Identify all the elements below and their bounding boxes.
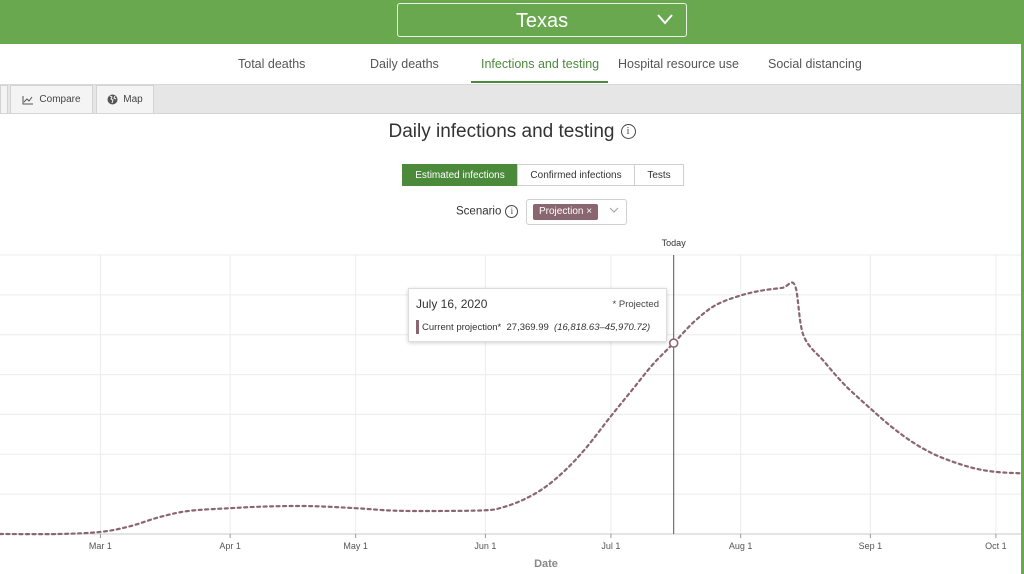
view-toolbar: Compare Map: [0, 85, 1021, 114]
map-label: Map: [123, 94, 143, 105]
tooltip-range: (16,818.63–45,970.72): [554, 322, 651, 333]
scenario-label-row: Scenario i: [456, 205, 519, 218]
globe-icon: [107, 94, 118, 105]
top-bar: Texas: [0, 0, 1024, 44]
scenario-chip[interactable]: Projection ×: [533, 204, 599, 220]
x-tick-label: Jul 1: [601, 541, 620, 551]
state-select-value: Texas: [515, 10, 569, 32]
line-chart-icon: [22, 95, 34, 104]
tab-total-deaths[interactable]: Total deaths: [238, 57, 306, 71]
x-tick-label: Mar 1: [89, 541, 112, 551]
scenario-chip-label: Projection: [539, 206, 584, 217]
infections-chart: Mar 1 Apr 1 May 1 Jun 1 Jul 1 Aug 1 Sep 1 Oct 1…: [0, 238, 1021, 570]
tooltip-value: 27,369.99: [506, 322, 549, 333]
tab-hospital-resource-use[interactable]: Hospital resource use: [618, 57, 739, 71]
today-label: Today: [662, 238, 687, 248]
scenario-info-icon[interactable]: i: [505, 205, 519, 218]
remove-scenario-icon[interactable]: ×: [586, 206, 593, 217]
chart-view-tab[interactable]: [0, 85, 8, 113]
tooltip-series-label: Current projection*: [422, 322, 502, 333]
tooltip-series-swatch: [416, 320, 419, 334]
chevron-down-icon: [609, 207, 619, 213]
x-tick-label: Apr 1: [219, 541, 241, 551]
x-tick-label: May 1: [343, 541, 368, 551]
series-line-current-projection: [0, 281, 1021, 536]
x-tick-label: Aug 1: [729, 541, 753, 551]
tab-confirmed-infections[interactable]: Confirmed infections: [517, 164, 635, 186]
chevron-down-icon: [657, 14, 673, 25]
compare-label: Compare: [39, 94, 81, 105]
main-nav: Total deaths Daily deaths Infections and…: [0, 44, 1024, 85]
active-tab-indicator: [471, 81, 608, 83]
tab-infections-and-testing[interactable]: Infections and testing: [481, 57, 600, 71]
info-icon[interactable]: i: [620, 124, 636, 140]
scenario-select[interactable]: Projection ×: [526, 199, 627, 225]
tooltip-date: July 16, 2020: [416, 297, 488, 311]
tab-estimated-infections[interactable]: Estimated infections: [402, 164, 518, 186]
tab-daily-deaths[interactable]: Daily deaths: [370, 57, 439, 71]
x-tick-label: Sep 1: [859, 541, 883, 551]
scenario-label: Scenario: [456, 205, 502, 218]
hover-point: [668, 338, 679, 348]
x-tick-label: Oct 1: [985, 541, 1007, 551]
x-tick-label: Jun 1: [474, 541, 496, 551]
compare-button[interactable]: Compare: [10, 85, 93, 113]
tooltip-series-row: Current projection* 27,369.99 (16,818.63…: [422, 322, 650, 333]
x-axis-label: Date: [534, 558, 558, 570]
page-title: Daily infections and testing: [388, 121, 615, 142]
state-select[interactable]: Texas: [397, 3, 687, 37]
map-button[interactable]: Map: [96, 85, 154, 113]
tab-social-distancing[interactable]: Social distancing: [768, 57, 862, 71]
page-title-row: Daily infections and testing i: [0, 121, 1024, 143]
tab-tests[interactable]: Tests: [634, 164, 684, 186]
tooltip-projected-note: * Projected: [612, 299, 659, 310]
chart-tooltip: July 16, 2020 * Projected Current projec…: [408, 288, 667, 342]
right-edge-bar: [1021, 44, 1024, 574]
